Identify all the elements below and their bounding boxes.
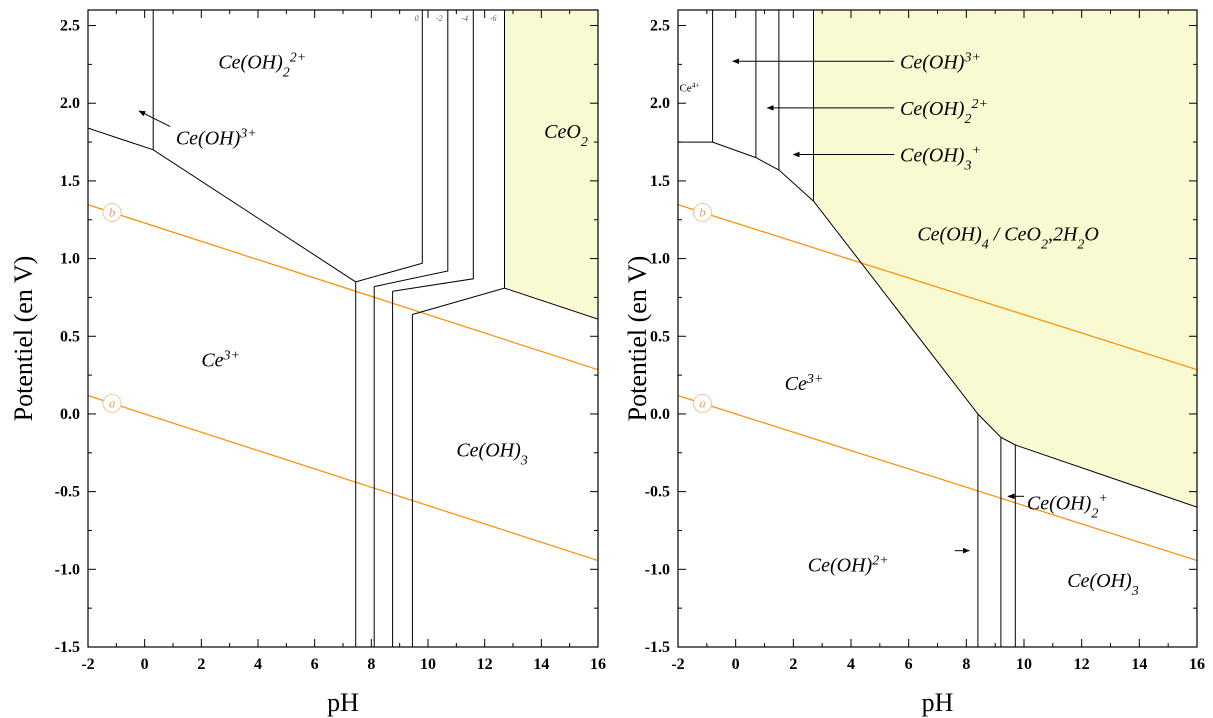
shaded-region [504, 10, 598, 320]
water-line-marker [693, 202, 713, 222]
y-tick-label: -0.5 [645, 484, 670, 501]
y-tick-label: -0.5 [55, 484, 80, 501]
species-label: Ce3+ [201, 348, 240, 372]
species-label: Ce(OH)4 / CeO2,2H2O [917, 224, 1099, 253]
domain-boundary [504, 287, 598, 320]
x-axis-title: pH [327, 688, 359, 717]
y-tick-label: 0.5 [650, 328, 670, 345]
y-tick-label: 2.5 [60, 18, 80, 35]
x-tick-label: 4 [847, 656, 855, 673]
water-line-a [678, 395, 1197, 562]
domain-boundary [355, 10, 423, 283]
species-label: Ce(OH)22+ [218, 50, 306, 80]
y-tick-label: 0.5 [60, 328, 80, 345]
chart-panel-1: b a 0 -2 -4 -6 Ce(OH)22+ Ce(OH)3+ CeO2 Ce3+ Ce(OH)… [9, 9, 606, 717]
x-tick-label: 16 [1189, 656, 1205, 673]
water-line-b [678, 204, 1197, 371]
plot-area [678, 10, 1197, 647]
water-line-label: b [109, 204, 116, 219]
top-tick-label: -4 [461, 14, 468, 23]
chart-panel-2: b a Ce4+ Ce(OH)3+ Ce(OH)22+ Ce(OH)3+ Ce(OH)4 /… [623, 9, 1205, 717]
species-label: Ce(OH)3+ [900, 50, 981, 74]
x-tick-label: 14 [533, 656, 549, 673]
y-tick-label: -1.5 [645, 639, 670, 656]
x-tick-label: 10 [1016, 656, 1032, 673]
top-tick-label: -6 [490, 14, 497, 23]
x-tick-label: 2 [197, 656, 205, 673]
y-axis-title: Potentiel (en V) [9, 256, 38, 422]
plot-area [88, 10, 598, 647]
water-line-marker [693, 393, 713, 413]
x-tick-label: 6 [311, 656, 319, 673]
water-line-marker [102, 393, 122, 413]
x-tick-label: 10 [420, 656, 436, 673]
annotation-arrow [138, 110, 171, 127]
water-line-a [88, 395, 598, 562]
y-tick-label: -1.5 [55, 639, 80, 656]
y-tick-label: -1.0 [645, 561, 670, 578]
species-label: CeO2 [544, 121, 588, 150]
y-tick-label: 1.0 [60, 251, 80, 268]
x-tick-label: 2 [789, 656, 797, 673]
domain-boundary [412, 10, 505, 315]
species-label: Ce(OH)3 [456, 440, 527, 469]
domain-boundary [374, 10, 449, 288]
species-label: Ce(OH)3+ [900, 143, 981, 173]
y-tick-label: 2.5 [650, 18, 670, 35]
domain-boundary [392, 10, 474, 292]
x-tick-label: 8 [367, 656, 375, 673]
y-tick-label: 2.0 [650, 95, 670, 112]
water-line-label: a [699, 395, 706, 410]
x-tick-label: 6 [905, 656, 913, 673]
water-line-marker [102, 202, 122, 222]
x-tick-label: 12 [477, 656, 493, 673]
x-tick-label: 4 [254, 656, 262, 673]
y-tick-label: 1.5 [650, 173, 670, 190]
water-line-b [88, 204, 598, 371]
species-label: Ce4+ [679, 80, 699, 95]
x-axis-title: pH [922, 688, 954, 717]
y-axis-title: Potentiel (en V) [623, 256, 652, 422]
water-line-label: a [109, 395, 116, 410]
x-tick-label: 0 [141, 656, 149, 673]
water-line-label: b [699, 204, 706, 219]
species-label: Ce(OH)2+ [1027, 491, 1108, 521]
top-tick-label: 0 [415, 14, 419, 23]
y-tick-label: 1.5 [60, 173, 80, 190]
domain-boundary [88, 127, 356, 283]
x-tick-label: 14 [1131, 656, 1147, 673]
shaded-region [813, 10, 1197, 508]
x-tick-label: 16 [590, 656, 606, 673]
y-tick-label: -1.0 [55, 561, 80, 578]
species-label: Ce(OH)22+ [900, 96, 988, 126]
x-tick-label: 0 [732, 656, 740, 673]
species-label: Ce(OH)3 [1067, 570, 1138, 599]
y-tick-label: 0.0 [60, 406, 80, 423]
y-tick-label: 0.0 [650, 406, 670, 423]
species-label: Ce(OH)2+ [808, 553, 889, 577]
x-tick-label: 12 [1074, 656, 1090, 673]
x-tick-label: 8 [962, 656, 970, 673]
y-tick-label: 1.0 [650, 251, 670, 268]
species-label: Ce(OH)3+ [176, 126, 257, 150]
y-tick-label: 2.0 [60, 95, 80, 112]
top-tick-label: -2 [436, 14, 443, 23]
species-label: Ce3+ [785, 371, 824, 395]
x-tick-label: -2 [81, 656, 94, 673]
x-tick-label: -2 [671, 656, 684, 673]
